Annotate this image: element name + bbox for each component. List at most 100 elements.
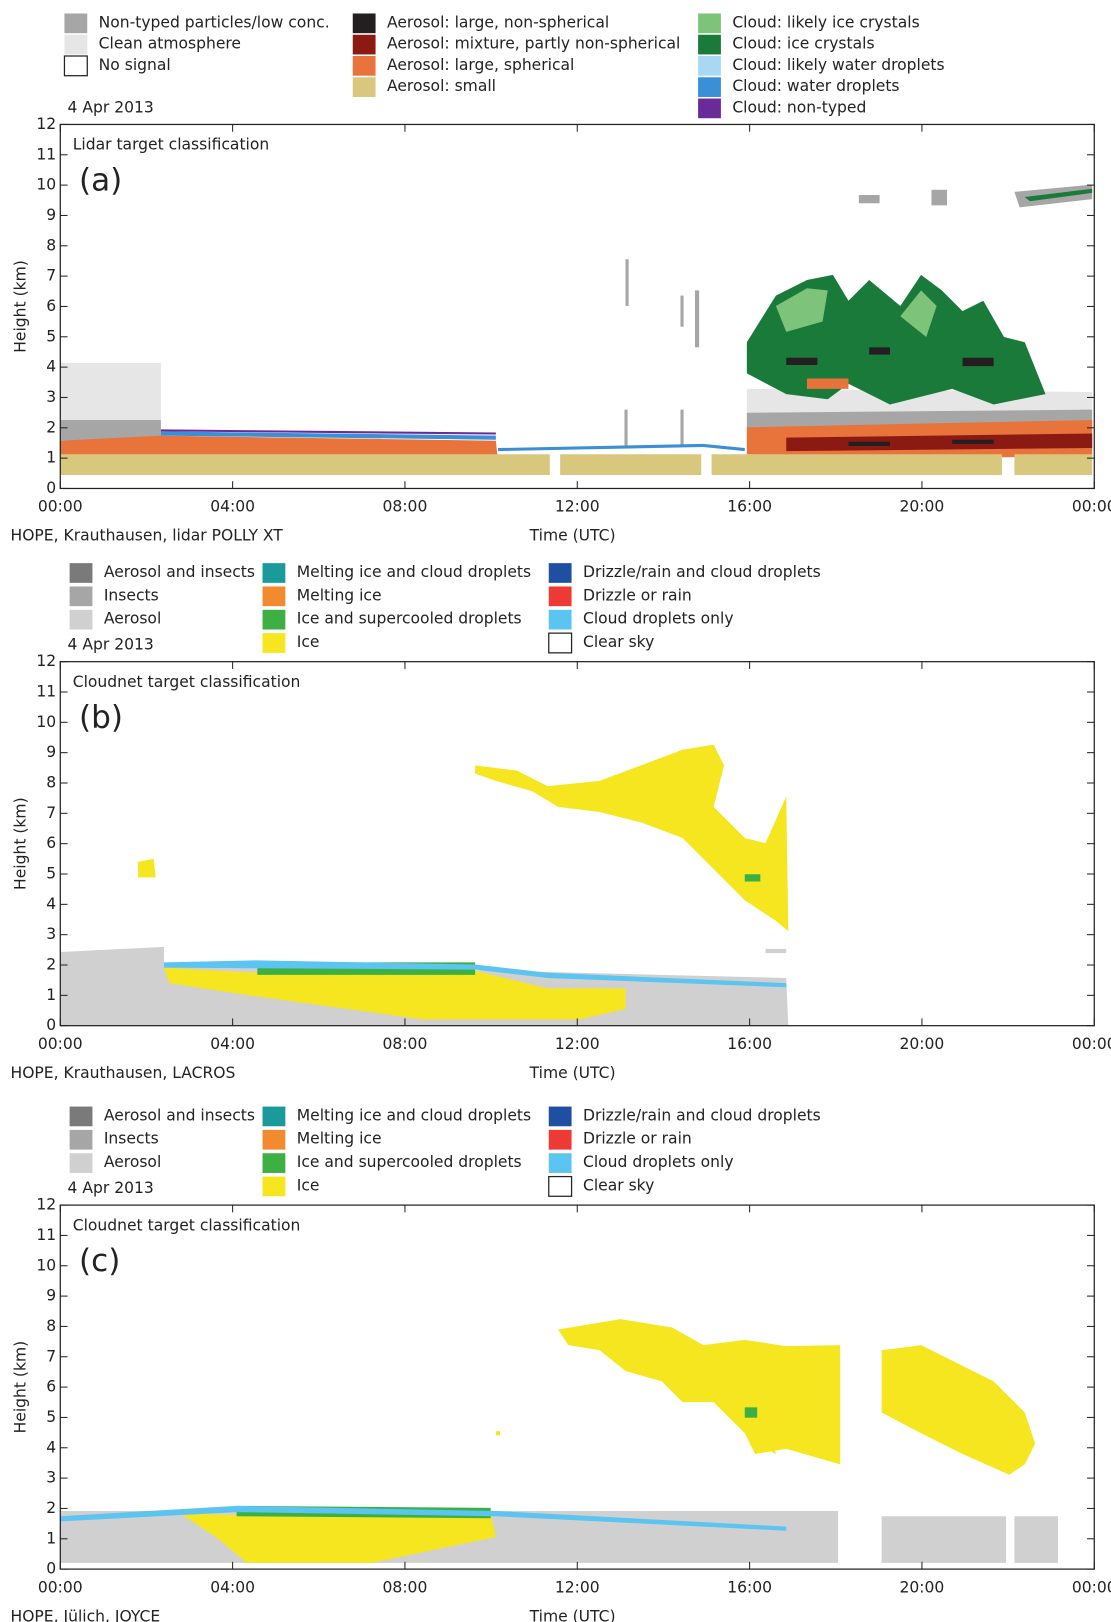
legend-label: Cloud: water droplets xyxy=(732,77,899,95)
legend-swatch xyxy=(352,34,376,55)
legend-swatch xyxy=(548,586,572,607)
class-region xyxy=(931,189,947,206)
panel-label: (a) xyxy=(79,162,122,198)
y-tick-label: 0 xyxy=(46,479,56,497)
class-region xyxy=(746,274,1046,405)
x-axis-label: Time (UTC) xyxy=(529,1607,616,1622)
legend-label: Clean atmosphere xyxy=(99,35,241,53)
y-tick-label: 11 xyxy=(36,1226,56,1244)
legend-swatch xyxy=(69,563,93,583)
y-axis-label: Height (km) xyxy=(11,797,29,890)
legend-label: Aerosol xyxy=(104,1153,161,1171)
x-tick-label: 20:00 xyxy=(900,498,945,516)
class-region xyxy=(1014,1516,1058,1563)
legend-label: Aerosol: small xyxy=(387,77,496,95)
class-region xyxy=(625,259,629,306)
class-region xyxy=(497,443,745,452)
legend-swatch xyxy=(698,56,721,76)
y-tick-label: 9 xyxy=(46,1287,56,1305)
class-region xyxy=(711,454,1002,475)
class-region xyxy=(869,347,890,355)
y-tick-label: 7 xyxy=(46,804,56,822)
class-region xyxy=(694,290,700,348)
class-region xyxy=(164,967,626,1020)
x-tick-label: 00:00 xyxy=(38,498,83,516)
class-region xyxy=(1014,454,1093,475)
y-tick-label: 9 xyxy=(46,206,56,224)
class-region xyxy=(624,409,628,446)
legend-swatch xyxy=(698,98,721,119)
legend-label: Ice xyxy=(297,1176,320,1194)
y-tick-label: 7 xyxy=(46,1347,56,1365)
class-region xyxy=(786,433,1093,452)
y-tick-label: 5 xyxy=(46,1408,56,1426)
x-tick-label: 04:00 xyxy=(210,1578,255,1596)
class-region xyxy=(1024,188,1093,202)
y-tick-label: 1 xyxy=(46,449,56,467)
class-region xyxy=(848,441,890,446)
y-tick-label: 2 xyxy=(46,418,56,436)
legend-swatch xyxy=(262,609,286,630)
x-tick-label: 16:00 xyxy=(727,1035,772,1053)
site-label: HOPE, Krauthausen, LACROS xyxy=(11,1064,236,1082)
legend-label: Cloud: likely ice crystals xyxy=(732,13,919,31)
classification-field xyxy=(60,744,789,1026)
y-axis-label: Height (km) xyxy=(11,1341,29,1434)
legend-swatch xyxy=(262,1176,286,1197)
legend-label: Aerosol: large, spherical xyxy=(387,56,574,74)
panel-title: Lidar target classification xyxy=(73,136,269,154)
legend-label: Aerosol xyxy=(104,610,161,628)
legend-label: Cloud droplets only xyxy=(583,1153,734,1171)
legend-label: Aerosol and insects xyxy=(104,1106,255,1124)
y-tick-label: 1 xyxy=(46,986,56,1004)
class-region xyxy=(160,429,496,435)
x-tick-label: 12:00 xyxy=(555,1578,600,1596)
class-region xyxy=(164,960,787,988)
y-tick-label: 5 xyxy=(46,865,56,883)
legend-label: Clear sky xyxy=(583,633,654,651)
classification-field xyxy=(60,1319,1058,1563)
class-region xyxy=(560,454,702,475)
y-tick-label: 11 xyxy=(36,145,56,163)
legend-label: Drizzle/rain and cloud droplets xyxy=(583,563,821,581)
x-tick-label: 04:00 xyxy=(210,1035,255,1053)
y-tick-label: 6 xyxy=(46,1378,56,1396)
y-tick-label: 0 xyxy=(46,1560,56,1578)
panel: Non-typed particles/low conc. Clean atmos… xyxy=(11,13,1111,544)
legend-swatch xyxy=(69,1129,93,1150)
class-region xyxy=(138,858,156,878)
x-tick-label: 20:00 xyxy=(900,1578,945,1596)
y-tick-label: 8 xyxy=(46,773,56,791)
legend-label: Insects xyxy=(104,586,159,604)
class-region xyxy=(558,1319,841,1465)
legend-swatch xyxy=(262,563,286,583)
legend-swatch xyxy=(698,34,721,55)
panel: Aerosol and insects Insects Aerosol Melting… xyxy=(11,1106,1111,1622)
y-tick-label: 8 xyxy=(46,1317,56,1335)
legend-swatch xyxy=(352,13,376,34)
legend-label: Melting ice xyxy=(297,1130,382,1148)
classification-field xyxy=(60,184,1093,475)
y-tick-label: 4 xyxy=(46,1438,56,1456)
panel-title: Cloudnet target classification xyxy=(73,1216,301,1234)
legend-swatch xyxy=(262,1106,286,1127)
x-tick-label: 12:00 xyxy=(555,1035,600,1053)
legend-label: Melting ice and cloud droplets xyxy=(297,563,531,581)
legend-swatch xyxy=(548,1153,572,1173)
legend-swatch xyxy=(64,13,88,34)
y-tick-label: 6 xyxy=(46,834,56,852)
legend-swatch xyxy=(64,34,88,55)
y-tick-label: 12 xyxy=(36,1196,56,1214)
y-tick-label: 3 xyxy=(46,1469,56,1487)
y-tick-label: 10 xyxy=(36,176,56,194)
legend-label: Drizzle/rain and cloud droplets xyxy=(583,1106,821,1124)
class-region xyxy=(881,1345,1036,1475)
legend-label: Ice and supercooled droplets xyxy=(297,1153,522,1171)
y-tick-label: 7 xyxy=(46,267,56,285)
legend-swatch xyxy=(69,586,93,607)
legend-label: Insects xyxy=(104,1130,159,1148)
x-axis-label: Time (UTC) xyxy=(529,1064,616,1082)
y-tick-label: 12 xyxy=(36,652,56,670)
legend-label: Aerosol and insects xyxy=(104,563,255,581)
legend-swatch xyxy=(548,1175,573,1197)
